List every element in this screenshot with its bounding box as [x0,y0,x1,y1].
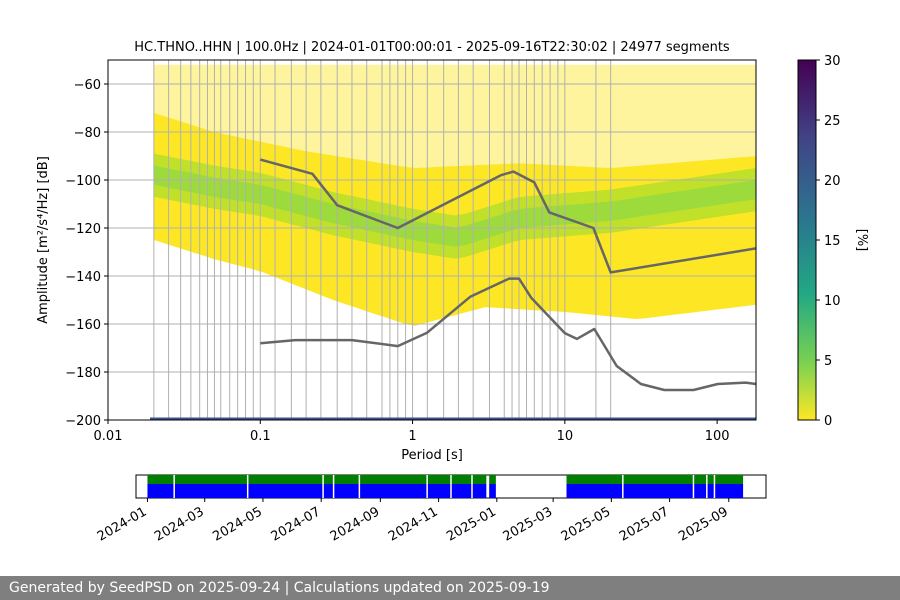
plot-frame [107,59,757,421]
timeline-tick-label: 2024-05 [210,504,265,544]
chart-title: HC.THNO..HHN | 100.0Hz | 2024-01-01T00:0… [134,40,730,55]
y-tick-label: −180 [65,366,101,381]
colorbar-tick-label: 0 [824,414,832,429]
data-bar [147,484,487,498]
timeline-tick-label: 2024-09 [328,504,383,544]
footer-bar: Generated by SeedPSD on 2025-09-24 | Cal… [0,576,900,600]
horizontal-gridlines [108,83,756,420]
x-axis-label: Period [s] [401,448,463,463]
psd-plot-area: 0.01 0.1 1 10 100 −200 −180 −160 −140 −120 −100 −8… [36,59,757,463]
y-tick-label: −80 [74,126,101,141]
timeline-ticks: 2024-01 2024-03 2024-05 2024-07 2024-09 2024-… [95,498,731,545]
timeline-tick-label: 2024-01 [95,504,150,544]
x-tick-label: 10 [557,429,574,444]
timeline-tick-label: 2025-03 [501,504,556,544]
timeline-tick-label: 2025-05 [559,504,614,544]
density-band-core [153,153,756,259]
timeline-tick-label: 2024-03 [152,504,207,544]
vertical-gridlines [153,60,612,420]
x-tick-label: 1 [408,429,416,444]
y-tick-label: −60 [74,78,101,93]
data-availability-timeline: 2024-01 2024-03 2024-05 2024-07 2024-09 2024-… [95,474,767,545]
timeline-tick-label: 2025-01 [444,504,499,544]
y-tick-label: −200 [65,414,101,429]
colorbar-tick-label: 15 [824,234,841,249]
colorbar-label: [%] [854,229,869,252]
timeline-coverage-bars [147,475,744,498]
colorbar-tick-label: 25 [824,114,841,129]
x-tick-label: 0.01 [94,429,123,444]
y-axis-ticks: −200 −180 −160 −140 −120 −100 −80 −60 [65,78,108,429]
availability-bar [566,475,744,484]
availability-bar [489,475,496,484]
availability-bar [147,475,487,484]
colorbar-tick-label: 30 [824,54,841,69]
density-sparse-region [153,64,756,168]
timeline-tick-label: 2025-09 [676,504,731,544]
colorbar-tick-label: 10 [824,294,841,309]
timeline-tick-label: 2025-07 [617,504,672,544]
colorbar-ticks: 0 5 10 15 20 25 30 [816,54,841,429]
psd-chart-figure: HC.THNO..HHN | 100.0Hz | 2024-01-01T00:0… [36,40,869,545]
density-heatmap [153,64,756,326]
y-tick-label: −100 [65,174,101,189]
y-tick-label: −120 [65,222,101,237]
y-axis-label: Amplitude [m²/s⁴/Hz] [dB] [36,156,51,324]
x-tick-label: 100 [705,429,730,444]
noise-model-nhnm [259,158,756,274]
colorbar-tick-label: 5 [824,354,832,369]
x-tick-label: 0.1 [250,429,271,444]
data-bar [489,484,496,498]
data-bar [566,484,744,498]
y-tick-label: −140 [65,270,101,285]
timeline-tick-label: 2024-07 [269,504,324,544]
timeline-tick-label: 2024-11 [386,504,441,544]
noise-model-lines [259,158,756,392]
x-axis-ticks: 0.01 0.1 1 10 100 [94,420,730,444]
colorbar-gradient [797,59,817,421]
noise-model-nlnm [260,277,756,392]
colorbar: 0 5 10 15 20 25 30 [%] [797,54,869,429]
y-tick-label: −160 [65,318,101,333]
colorbar-tick-label: 20 [824,174,841,189]
density-band-peak [153,165,756,247]
footer-text: Generated by SeedPSD on 2025-09-24 | Cal… [9,580,550,596]
